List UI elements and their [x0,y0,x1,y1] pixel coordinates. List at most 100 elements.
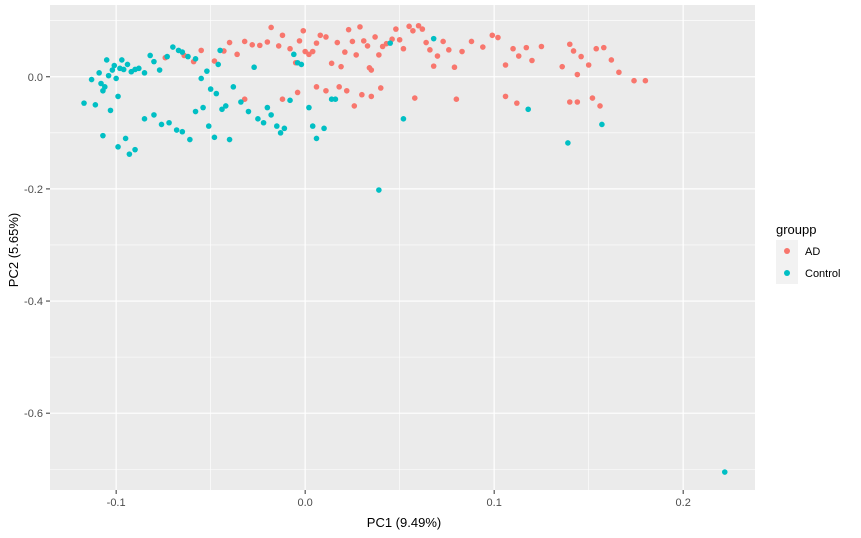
point-ad [593,45,600,52]
point-ad [353,52,359,58]
point-ad [451,64,458,71]
point-ad [296,38,303,44]
point-control [264,104,271,111]
point-control [100,87,106,94]
point-control [92,102,99,108]
point-ad [345,26,352,33]
point-ad [372,34,378,40]
point-ad [430,63,437,69]
point-control [98,80,104,87]
point-control [287,97,293,104]
point-control [321,125,327,132]
point-control [113,75,119,82]
point-control [217,47,223,54]
point-ad [264,39,271,45]
legend-key-ad [784,248,790,254]
point-control [156,67,163,73]
point-control [88,76,95,83]
point-ad [489,32,496,39]
point-control [100,132,106,139]
point-ad [589,95,596,101]
point-control [306,104,312,111]
point-control [141,70,148,76]
point-control [122,135,129,142]
point-control [124,61,131,68]
point-control [166,119,172,126]
point-ad [323,87,329,94]
point-ad [338,63,344,70]
point-control [158,121,165,128]
y-tick-label: -0.2 [24,184,43,196]
point-control [96,70,102,76]
point-control [205,123,212,129]
point-control [213,90,220,97]
point-ad [423,39,429,46]
point-ad [559,63,566,70]
x-tick-label: 0.1 [487,497,502,509]
x-tick-label: -0.1 [107,497,126,509]
point-control [255,116,261,122]
x-axis-ticks: -0.1 0.0 0.1 0.2 [107,490,691,509]
legend-title: groupp [776,222,816,237]
point-control [211,134,218,141]
point-control [204,68,210,74]
point-ad [342,49,348,55]
y-tick-label: -0.4 [24,296,43,308]
point-control [141,116,148,122]
point-ad [570,48,577,54]
point-control [298,61,305,68]
point-control [400,116,407,122]
point-control [238,99,244,105]
point-ad [377,85,384,91]
watermark: CSDN @Python_YBYB [702,512,849,528]
point-ad [459,48,465,55]
point-control [164,53,170,60]
point-ad [360,38,367,44]
point-ad [427,47,433,53]
point-ad [336,84,342,90]
point-ad [502,93,509,100]
point-ad [226,39,233,46]
point-control [105,72,112,79]
point-ad [234,51,240,58]
point-ad [279,32,286,39]
point-control [179,128,186,135]
point-ad [349,38,356,45]
point-control [173,127,180,133]
point-control [281,125,288,132]
point-control [313,135,320,142]
point-control [332,96,339,102]
point-control [309,123,316,129]
point-control [126,151,133,157]
point-control [81,100,87,106]
point-ad [411,95,418,101]
point-ad [510,45,516,52]
point-ad [574,99,581,105]
y-tick-label: 0.0 [28,72,43,84]
legend-label-ad: AD [805,246,820,258]
point-control [192,108,199,115]
point-ad [357,24,363,30]
point-ad [616,69,622,76]
point-ad [256,42,263,49]
point-ad [211,58,218,64]
point-ad [400,45,407,52]
point-ad [294,89,301,96]
point-ad [597,103,603,109]
point-ad [406,23,412,30]
point-ad [300,27,307,34]
point-control [115,144,121,150]
legend-key-background [776,240,798,284]
point-control [226,136,233,143]
x-tick-label: 0.2 [676,497,691,509]
y-axis-ticks: -0.6 -0.4 -0.2 0.0 [24,72,50,420]
point-control [136,65,142,72]
point-control [119,57,125,63]
point-ad [468,38,475,45]
point-ad [368,93,375,100]
point-ad [574,71,581,78]
point-ad [538,43,545,50]
point-ad [446,47,452,53]
point-control [565,140,571,146]
point-ad [343,87,350,94]
